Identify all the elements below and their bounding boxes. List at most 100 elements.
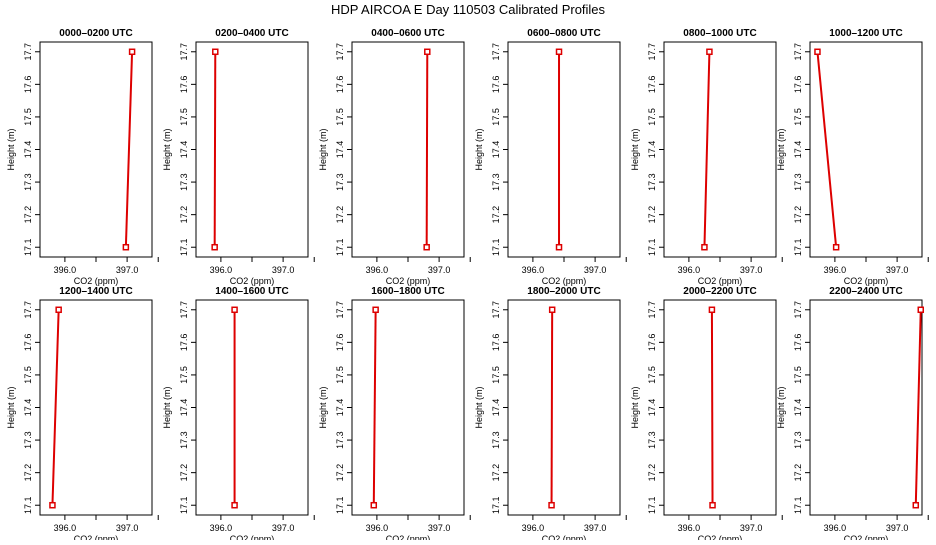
plot-frame (809, 299, 923, 516)
data-point (372, 306, 379, 314)
x-axis-label: CO2 (ppm) (698, 534, 743, 540)
x-axis-label: CO2 (ppm) (844, 276, 889, 286)
y-tick-label: 17.2 (491, 206, 501, 224)
y-tick-label: 17.2 (793, 206, 803, 224)
y-axis-label: Height (m) (776, 386, 786, 428)
y-tick-label: 17.7 (335, 43, 345, 61)
y-tick-label: 17.6 (647, 334, 657, 352)
data-point (555, 48, 563, 56)
y-tick-label: 17.2 (179, 464, 189, 482)
y-tick-label: 17.5 (647, 366, 657, 384)
y-tick-label: 17.2 (23, 464, 33, 482)
y-tick-label: 17.7 (23, 301, 33, 319)
data-point (122, 243, 130, 251)
x-axis-label: CO2 (ppm) (844, 534, 889, 540)
y-tick-label: 17.1 (23, 238, 33, 256)
y-tick-label: 17.1 (491, 238, 501, 256)
plot-frame (507, 41, 621, 258)
x-tick-label: 397.0 (272, 523, 295, 533)
y-tick-label: 17.6 (491, 76, 501, 94)
x-tick-label: 396.0 (54, 265, 77, 275)
x-tick-label: 396.0 (522, 523, 545, 533)
x-tick-label: 396.0 (678, 265, 701, 275)
y-tick-label: 17.6 (335, 334, 345, 352)
y-tick-label: 17.6 (793, 334, 803, 352)
y-tick-label: 17.7 (179, 301, 189, 319)
panel-2: 0200–0400 UTC 17.1 17.2 17.3 17.4 17.5 17.6 17.… (162, 28, 315, 286)
y-tick-label: 17.4 (23, 141, 33, 159)
y-tick-label: 17.3 (793, 431, 803, 449)
x-tick-label: 397.0 (584, 265, 607, 275)
y-tick-label: 17.2 (23, 206, 33, 224)
y-tick-label: 17.4 (335, 399, 345, 417)
y-axis-label: Height (m) (630, 128, 640, 170)
y-axis-label: Height (m) (630, 386, 640, 428)
y-tick-label: 17.5 (647, 108, 657, 126)
plot-frame (195, 41, 309, 258)
data-point (832, 243, 840, 251)
y-tick-label: 17.4 (179, 399, 189, 417)
data-point (231, 306, 238, 314)
y-tick-label: 17.1 (23, 496, 33, 514)
x-tick-label: 396.0 (210, 523, 233, 533)
x-axis-label: CO2 (ppm) (230, 276, 275, 286)
panel-title: 2200–2400 UTC (829, 286, 902, 297)
series-line (51, 309, 60, 506)
y-tick-label: 17.3 (179, 173, 189, 191)
y-tick-label: 17.7 (491, 43, 501, 61)
plot-frame (507, 299, 621, 516)
y-axis-label: Height (m) (318, 386, 328, 428)
y-tick-label: 17.3 (647, 431, 657, 449)
panel-title: 1800–2000 UTC (527, 286, 600, 297)
y-axis-label: Height (m) (474, 386, 484, 428)
figure-title: HDP AIRCOA E Day 110503 Calibrated Profi… (331, 2, 606, 17)
x-tick-label: 396.0 (824, 523, 847, 533)
x-tick-label: 396.0 (522, 265, 545, 275)
x-axis-label: CO2 (ppm) (230, 534, 275, 540)
plot-frame (351, 299, 465, 516)
x-axis-label: CO2 (ppm) (74, 276, 119, 286)
data-point (701, 243, 708, 251)
y-tick-label: 17.2 (647, 206, 657, 224)
y-tick-label: 17.7 (647, 43, 657, 61)
y-tick-label: 17.4 (491, 399, 501, 417)
y-tick-label: 17.6 (491, 334, 501, 352)
y-tick-label: 17.3 (793, 173, 803, 191)
data-point (814, 48, 821, 56)
data-point (548, 501, 555, 509)
panel-10: 1800–2000 UTC 17.1 17.2 17.3 17.4 17.5 17.6 17.… (474, 286, 627, 544)
panel-title: 0200–0400 UTC (215, 28, 288, 39)
y-tick-label: 17.4 (793, 399, 803, 417)
y-tick-label: 17.1 (793, 238, 803, 256)
x-axis-label: CO2 (ppm) (386, 276, 431, 286)
y-tick-label: 17.2 (335, 206, 345, 224)
y-tick-label: 17.5 (491, 366, 501, 384)
x-tick-label: 396.0 (54, 523, 77, 533)
panel-title: 0600–0800 UTC (527, 28, 600, 39)
y-axis-label: Height (m) (162, 386, 172, 428)
y-tick-label: 17.7 (491, 301, 501, 319)
panel-title: 1000–1200 UTC (829, 28, 902, 39)
y-tick-label: 17.7 (793, 43, 803, 61)
x-tick-label: 396.0 (824, 265, 847, 275)
panel-title: 0400–0600 UTC (371, 28, 444, 39)
x-tick-label: 397.0 (116, 523, 139, 533)
data-point (912, 501, 920, 509)
y-tick-label: 17.3 (23, 431, 33, 449)
y-tick-label: 17.3 (23, 173, 33, 191)
y-tick-label: 17.5 (335, 108, 345, 126)
y-tick-label: 17.1 (647, 238, 657, 256)
y-tick-label: 17.2 (179, 206, 189, 224)
series-line (816, 51, 838, 248)
data-point (212, 48, 219, 56)
panel-8: 1400–1600 UTC 17.1 17.2 17.3 17.4 17.5 17.6 17.… (162, 286, 315, 544)
y-tick-label: 17.1 (335, 238, 345, 256)
data-point (917, 306, 925, 314)
x-axis-label: CO2 (ppm) (542, 276, 587, 286)
panel-title: 2000–2200 UTC (683, 286, 756, 297)
x-tick-label: 397.0 (740, 523, 763, 533)
y-tick-label: 17.7 (23, 43, 33, 61)
y-tick-label: 17.3 (179, 431, 189, 449)
y-tick-label: 17.2 (335, 464, 345, 482)
